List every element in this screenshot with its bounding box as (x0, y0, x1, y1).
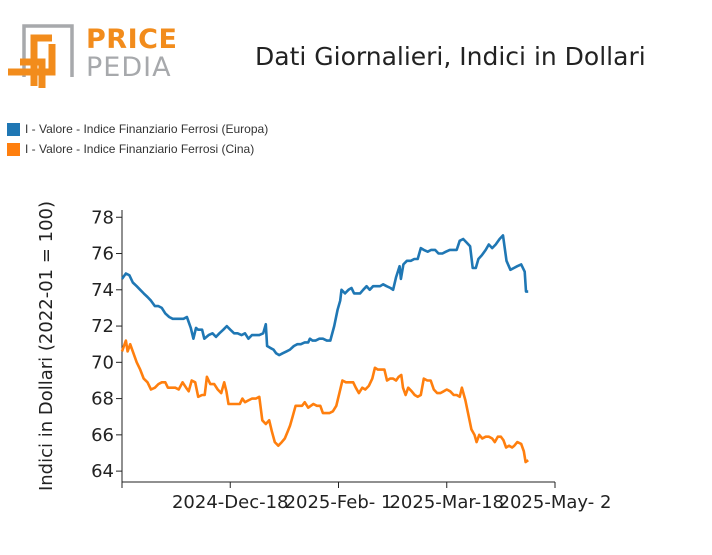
y-tick-label: 74 (91, 280, 114, 301)
legend: I - Valore - Indice Finanziario Ferrosi … (7, 119, 268, 159)
x-tick-label: 2024-Dec-18 (172, 492, 289, 513)
logo-text-pedia: PEDIA (86, 52, 172, 83)
y-tick-label: 72 (91, 316, 114, 337)
y-tick-label: 66 (91, 425, 114, 446)
y-tick-label: 64 (91, 461, 114, 482)
series-line-cina (120, 339, 529, 464)
legend-swatch-cina (7, 142, 20, 156)
legend-item-cina[interactable]: I - Valore - Indice Finanziario Ferrosi … (7, 139, 268, 159)
series-line-europa (120, 234, 529, 357)
pricepedia-logo: PRICE PEDIA (8, 22, 177, 92)
x-tick-label: 2025-May- 2 (499, 492, 612, 513)
logo-mark-icon (8, 24, 74, 88)
logo-text-price: PRICE (86, 24, 178, 55)
x-tick-label: 2025-Feb- 1 (285, 492, 393, 513)
y-tick-label: 70 (91, 352, 114, 373)
y-tick-label: 78 (91, 207, 114, 228)
y-tick-label: 68 (91, 389, 114, 410)
x-tick-label: 2025-Mar-18 (389, 492, 504, 513)
legend-label-cina: I - Valore - Indice Finanziario Ferrosi … (25, 142, 255, 156)
y-axis-label: Indici in Dollari (2022-01 = 100) (36, 201, 57, 491)
chart-title: Dati Giornalieri, Indici in Dollari (255, 42, 646, 71)
legend-item-europa[interactable]: I - Valore - Indice Finanziario Ferrosi … (7, 119, 268, 139)
y-tick-label: 76 (91, 244, 114, 265)
legend-swatch-europa (7, 122, 20, 136)
legend-label-europa: I - Valore - Indice Finanziario Ferrosi … (25, 122, 269, 136)
